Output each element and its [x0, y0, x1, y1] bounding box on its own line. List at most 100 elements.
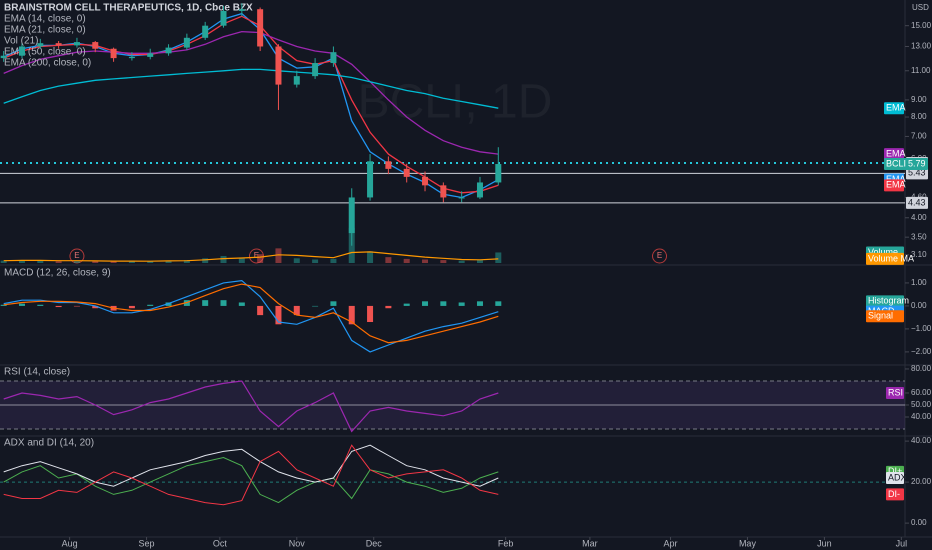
volume-bar [183, 260, 190, 263]
y-tick-label: 50.00 [911, 400, 932, 409]
y-tick-label: 15.00 [911, 21, 932, 30]
candle-body [257, 9, 264, 47]
candle-body [367, 161, 374, 198]
volume-bar [73, 260, 80, 263]
legend-entry: EMA (200, close, 0) [4, 58, 91, 69]
volume-bar [312, 259, 319, 263]
candle-body [73, 42, 80, 46]
candle-body [18, 46, 25, 56]
volume-bar [0, 260, 7, 263]
ema-tag-bg [884, 179, 904, 192]
volume-bar [403, 258, 410, 263]
histogram-bar [0, 304, 7, 306]
candle-body [312, 63, 319, 77]
y-tick-label: 8.00 [911, 112, 927, 121]
volume-bar [92, 261, 99, 263]
y-tick-label: 4.00 [911, 213, 927, 222]
candle-body [385, 161, 392, 169]
earnings-marker [652, 248, 668, 264]
earnings-label: E [74, 251, 79, 260]
volume-bar [476, 260, 483, 263]
histogram-bar [367, 305, 374, 323]
x-tick-label: Sep [139, 538, 155, 548]
volume-tag: Volume [868, 247, 898, 257]
ema-tag: EMA [886, 174, 906, 184]
candle-body [202, 25, 209, 38]
histogram-bar [55, 305, 62, 308]
price-line-label-bg [906, 167, 928, 180]
y-tick-label: 9.00 [911, 95, 927, 104]
x-tick-label: Dec [366, 538, 383, 548]
y-tick-label: 11.00 [911, 66, 931, 75]
histogram-bar [312, 305, 319, 307]
adx-tag-bg [886, 488, 904, 501]
volume-bar [110, 261, 117, 263]
y-tick-label: 0.00 [911, 518, 927, 527]
histogram-bar [92, 305, 99, 309]
currency: USD [912, 3, 929, 12]
x-tick-label: Apr [663, 538, 677, 548]
histogram-bar [458, 302, 465, 306]
candle-body [476, 182, 483, 198]
price-line-label: 4.43 [908, 197, 926, 207]
volume-bar [440, 260, 447, 263]
pane-title: RSI (14, close) [4, 367, 70, 378]
volume-bar [422, 259, 429, 263]
volume-bar [147, 261, 154, 263]
y-tick-label: −1.00 [911, 324, 932, 333]
y-tick-label: 7.00 [911, 132, 927, 141]
x-tick-label: Nov [289, 538, 306, 548]
candle-body [275, 46, 282, 85]
candle-body [0, 55, 7, 59]
rsi-tag-bg [886, 386, 904, 399]
histogram-bar [37, 304, 44, 306]
x-tick-label: Feb [498, 538, 514, 548]
histogram-bar [18, 303, 25, 306]
histogram-bar [147, 304, 154, 306]
volume-bar [385, 257, 392, 263]
histogram-bar [128, 305, 135, 309]
ema-tag-bg [884, 148, 904, 161]
adx-line [3, 444, 499, 487]
volume-bar [220, 255, 227, 263]
candle-body [220, 10, 227, 26]
y-tick-label: 0.00 [911, 301, 927, 310]
adx-tag: ADX [888, 472, 907, 482]
macd-line [3, 283, 499, 344]
price-line-label: 5.43 [908, 168, 926, 178]
histogram-bar [220, 300, 227, 306]
ema-line [3, 15, 499, 194]
y-tick-label: 20.00 [911, 477, 932, 486]
ema-tag: EMA [886, 180, 906, 190]
volume-bar [458, 260, 465, 263]
volume-bar [275, 248, 282, 263]
adx-tag-bg [886, 472, 904, 485]
ema-tag-bg [884, 102, 904, 115]
volume-bar [348, 227, 355, 263]
histogram-bar [202, 300, 209, 306]
candle-body [348, 197, 355, 234]
price-line-label-bg [906, 196, 928, 209]
histogram-bar [476, 301, 483, 306]
y-tick-label: 13.00 [911, 42, 932, 51]
histogram-bar [440, 301, 447, 306]
x-tick-label: Aug [62, 538, 78, 548]
legend-entry: EMA (50, close, 0) [4, 47, 86, 58]
candle-body [293, 76, 300, 85]
macd-tag-bg [866, 295, 904, 308]
volume-tag-bg [866, 252, 904, 265]
histogram-bar [238, 302, 245, 306]
histogram-bar [348, 305, 355, 325]
volume-bar [238, 257, 245, 263]
volume-bar [165, 260, 172, 263]
volume-bar [293, 258, 300, 263]
macd-tag: Signal [868, 311, 893, 321]
legend-entry: Vol (21) [4, 36, 38, 47]
candle-body [183, 37, 190, 48]
histogram-bar [422, 301, 429, 306]
earnings-label: E [657, 251, 662, 260]
watermark: BCLI, 1D [358, 76, 553, 129]
symbol-tag: BCLI [886, 158, 906, 168]
x-tick-label: Jul [896, 538, 908, 548]
